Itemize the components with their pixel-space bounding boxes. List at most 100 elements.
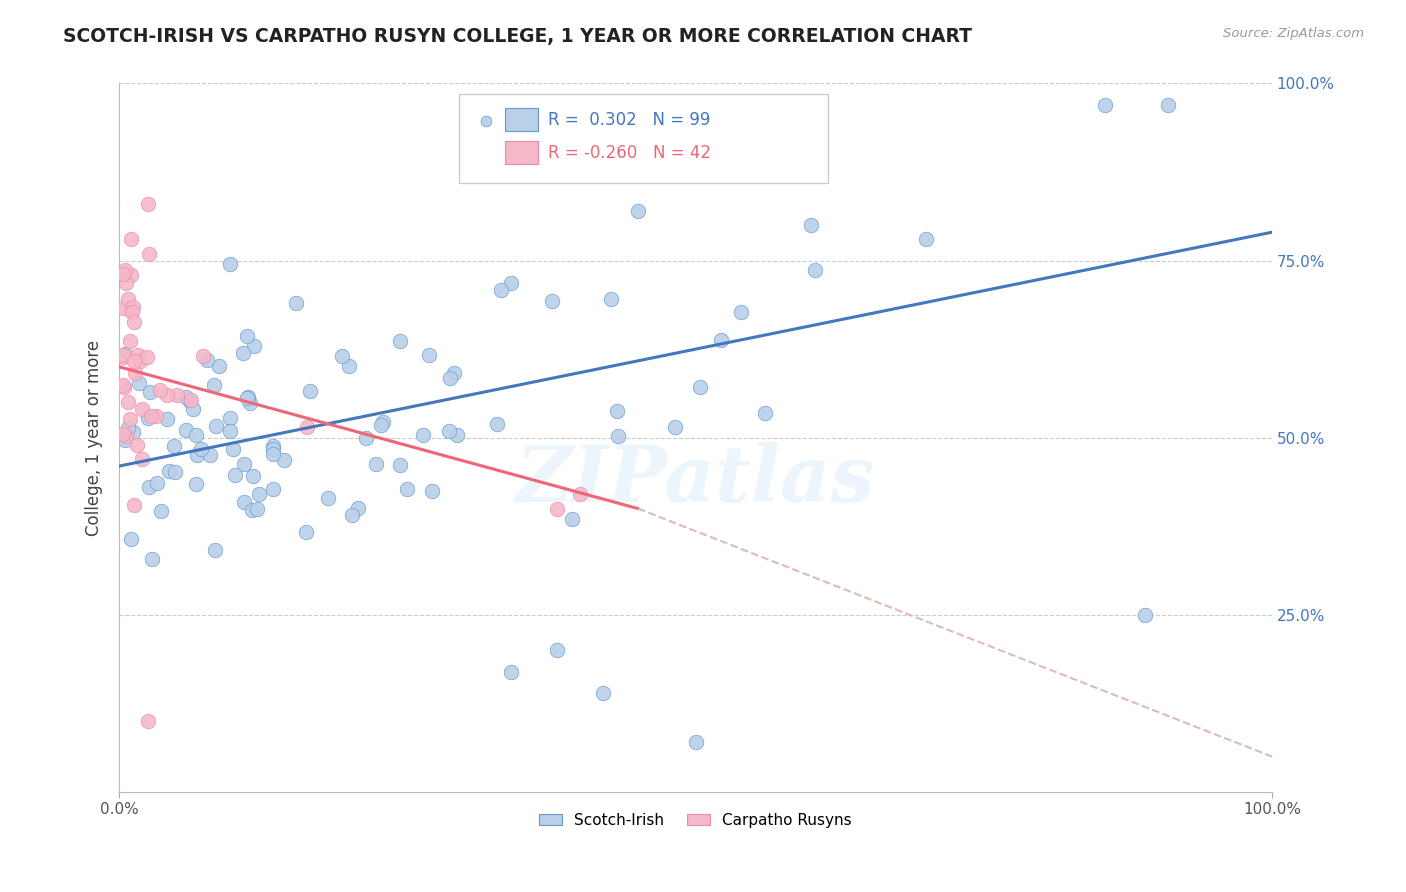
Point bbox=[208, 359, 231, 373]
Point bbox=[439, 425, 461, 439]
Point bbox=[685, 735, 707, 749]
Point bbox=[190, 442, 212, 456]
Point bbox=[262, 447, 284, 461]
Point bbox=[664, 420, 686, 434]
Point bbox=[111, 267, 134, 281]
Point bbox=[1094, 97, 1116, 112]
Point bbox=[114, 263, 136, 277]
Point bbox=[191, 349, 214, 363]
Point bbox=[120, 268, 142, 282]
Point bbox=[127, 348, 149, 362]
Point bbox=[111, 427, 134, 442]
Legend: Scotch-Irish, Carpatho Rusyns: Scotch-Irish, Carpatho Rusyns bbox=[533, 806, 858, 834]
Point bbox=[122, 425, 145, 439]
Point bbox=[246, 501, 269, 516]
Point bbox=[138, 246, 160, 260]
Point bbox=[337, 359, 360, 373]
Point bbox=[233, 457, 256, 471]
Point bbox=[114, 429, 136, 443]
Point bbox=[138, 410, 160, 425]
Point bbox=[294, 525, 316, 540]
Point bbox=[138, 480, 160, 494]
Point bbox=[262, 439, 284, 453]
Point bbox=[121, 300, 143, 314]
Text: R = -0.260   N = 42: R = -0.260 N = 42 bbox=[548, 144, 711, 161]
Point bbox=[111, 350, 134, 364]
Point bbox=[128, 354, 150, 368]
Point bbox=[114, 434, 136, 448]
Point bbox=[330, 349, 353, 363]
Point bbox=[262, 442, 284, 457]
Point bbox=[163, 465, 186, 479]
Point bbox=[342, 508, 364, 523]
Point bbox=[599, 292, 621, 306]
Point bbox=[127, 438, 149, 452]
Point bbox=[156, 388, 179, 402]
Point bbox=[356, 431, 378, 445]
Point bbox=[707, 147, 730, 161]
Point bbox=[389, 334, 412, 349]
Point bbox=[184, 428, 207, 442]
Point bbox=[145, 409, 167, 423]
Point bbox=[233, 495, 256, 509]
Point bbox=[204, 543, 226, 558]
Point bbox=[117, 395, 139, 409]
Point bbox=[262, 483, 284, 497]
Point bbox=[146, 475, 169, 490]
Point bbox=[240, 503, 263, 517]
Point bbox=[364, 458, 387, 472]
Point bbox=[800, 218, 823, 232]
Point bbox=[136, 350, 159, 364]
Point bbox=[202, 378, 225, 392]
Point bbox=[128, 376, 150, 390]
Point bbox=[111, 378, 134, 392]
Point bbox=[179, 393, 201, 408]
Point bbox=[121, 304, 143, 318]
Bar bbox=[505, 141, 537, 163]
Point bbox=[198, 448, 221, 462]
Point bbox=[115, 276, 138, 290]
Point bbox=[218, 411, 240, 425]
Point bbox=[346, 501, 368, 516]
Point bbox=[242, 469, 264, 483]
Point bbox=[157, 464, 180, 478]
Point bbox=[205, 419, 228, 434]
Point bbox=[606, 429, 628, 443]
Point bbox=[1133, 607, 1156, 622]
Point bbox=[592, 686, 614, 700]
Point bbox=[162, 439, 184, 453]
Point bbox=[569, 487, 592, 501]
Point bbox=[1157, 97, 1180, 112]
Point bbox=[184, 477, 207, 491]
Point bbox=[117, 420, 139, 434]
Point bbox=[120, 303, 142, 318]
Point bbox=[297, 420, 319, 434]
Point bbox=[546, 643, 568, 657]
Point bbox=[174, 424, 197, 438]
Point bbox=[149, 383, 172, 397]
Point bbox=[236, 329, 259, 343]
Point bbox=[606, 403, 628, 417]
Point bbox=[485, 417, 508, 431]
Point bbox=[219, 424, 242, 438]
FancyBboxPatch shape bbox=[460, 94, 828, 183]
Point bbox=[183, 401, 205, 416]
Point bbox=[120, 533, 142, 547]
Point bbox=[710, 334, 733, 348]
Point bbox=[371, 415, 394, 429]
Point bbox=[475, 114, 498, 128]
Point bbox=[111, 348, 134, 362]
Point bbox=[176, 390, 198, 404]
Text: ZIPatlas: ZIPatlas bbox=[516, 442, 876, 518]
Point bbox=[370, 418, 392, 433]
Point bbox=[131, 402, 153, 417]
Text: SCOTCH-IRISH VS CARPATHO RUSYN COLLEGE, 1 YEAR OR MORE CORRELATION CHART: SCOTCH-IRISH VS CARPATHO RUSYN COLLEGE, … bbox=[63, 27, 973, 45]
Point bbox=[122, 314, 145, 328]
Point bbox=[156, 411, 179, 425]
Point bbox=[124, 354, 146, 368]
Point bbox=[112, 380, 135, 394]
Point bbox=[561, 512, 583, 526]
Point bbox=[117, 292, 139, 306]
Point bbox=[166, 388, 188, 402]
Point bbox=[396, 483, 419, 497]
